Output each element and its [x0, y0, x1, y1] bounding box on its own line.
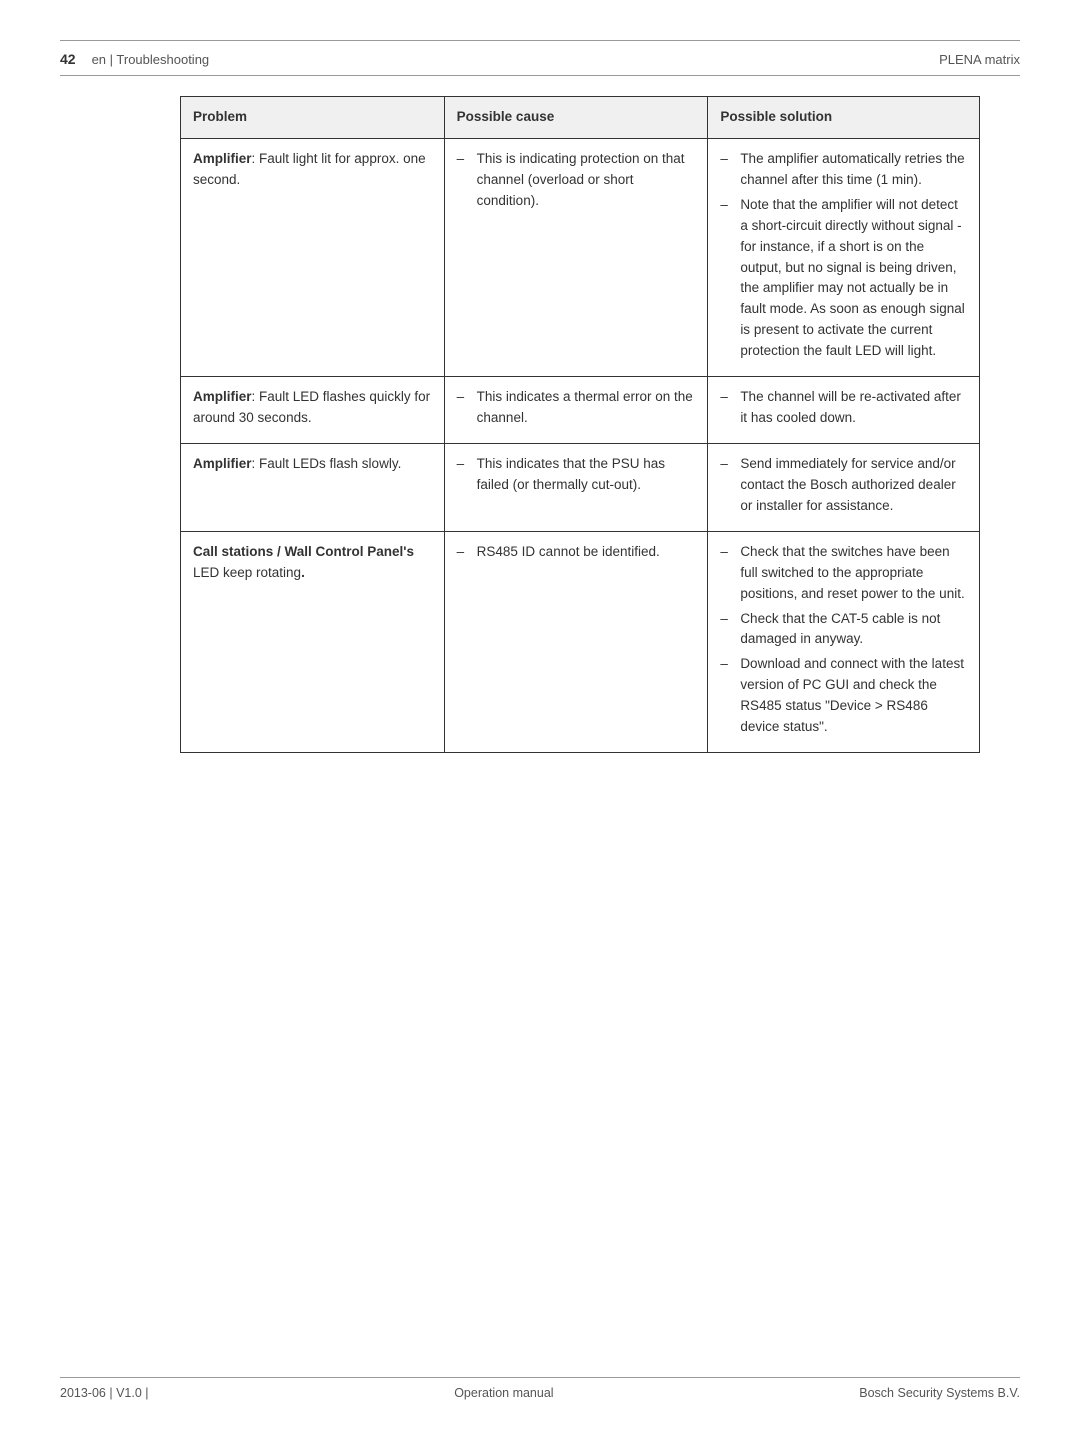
- problem-label: Call stations / Wall Control Panel's: [193, 544, 414, 559]
- troubleshooting-table-wrap: Problem Possible cause Possible solution…: [180, 96, 980, 753]
- problem-label: Amplifier: [193, 456, 252, 471]
- solution-list: Send immediately for service and/or cont…: [720, 454, 967, 517]
- table-row: Call stations / Wall Control Panel's LED…: [181, 531, 980, 752]
- page-header: 42 en | Troubleshooting PLENA matrix: [60, 51, 1020, 67]
- problem-text: LED keep rotating: [193, 565, 301, 580]
- top-rule: [60, 40, 1020, 41]
- cause-list: RS485 ID cannot be identified.: [457, 542, 696, 563]
- table-row: Amplifier: Fault LED flashes quickly for…: [181, 377, 980, 444]
- col-cause: Possible cause: [444, 97, 708, 139]
- solution-list: The amplifier automatically retries the …: [720, 149, 967, 362]
- col-solution: Possible solution: [708, 97, 980, 139]
- breadcrumb: en | Troubleshooting: [92, 52, 210, 67]
- footer-right: Bosch Security Systems B.V.: [859, 1386, 1020, 1400]
- list-item: Check that the switches have been full s…: [720, 542, 967, 605]
- footer-left: 2013-06 | V1.0 |: [60, 1386, 149, 1400]
- problem-suffix: .: [301, 565, 305, 580]
- cause-cell: RS485 ID cannot be identified.: [444, 531, 708, 752]
- table-header-row: Problem Possible cause Possible solution: [181, 97, 980, 139]
- solution-cell: Send immediately for service and/or cont…: [708, 443, 980, 531]
- cause-list: This indicates that the PSU has failed (…: [457, 454, 696, 496]
- table-row: Amplifier: Fault LEDs flash slowly. This…: [181, 443, 980, 531]
- problem-label: Amplifier: [193, 151, 252, 166]
- problem-cell: Amplifier: Fault LEDs flash slowly.: [181, 443, 445, 531]
- table-row: Amplifier: Fault light lit for approx. o…: [181, 138, 980, 376]
- footer-rule: [60, 1377, 1020, 1378]
- list-item: Download and connect with the latest ver…: [720, 654, 967, 738]
- list-item: This indicates a thermal error on the ch…: [457, 387, 696, 429]
- problem-text: : Fault LEDs flash slowly.: [252, 456, 402, 471]
- solution-list: Check that the switches have been full s…: [720, 542, 967, 738]
- troubleshooting-table: Problem Possible cause Possible solution…: [180, 96, 980, 753]
- header-rule: [60, 75, 1020, 76]
- cause-cell: This indicates a thermal error on the ch…: [444, 377, 708, 444]
- list-item: The channel will be re-activated after i…: [720, 387, 967, 429]
- problem-label: Amplifier: [193, 389, 252, 404]
- page-number: 42: [60, 51, 76, 67]
- solution-cell: Check that the switches have been full s…: [708, 531, 980, 752]
- col-problem: Problem: [181, 97, 445, 139]
- footer-center: Operation manual: [454, 1386, 553, 1400]
- problem-cell: Amplifier: Fault LED flashes quickly for…: [181, 377, 445, 444]
- solution-cell: The amplifier automatically retries the …: [708, 138, 980, 376]
- cause-list: This indicates a thermal error on the ch…: [457, 387, 696, 429]
- product-name: PLENA matrix: [939, 52, 1020, 67]
- problem-cell: Amplifier: Fault light lit for approx. o…: [181, 138, 445, 376]
- list-item: Send immediately for service and/or cont…: [720, 454, 967, 517]
- cause-cell: This indicates that the PSU has failed (…: [444, 443, 708, 531]
- list-item: This is indicating protection on that ch…: [457, 149, 696, 212]
- list-item: This indicates that the PSU has failed (…: [457, 454, 696, 496]
- solution-list: The channel will be re-activated after i…: [720, 387, 967, 429]
- cause-cell: This is indicating protection on that ch…: [444, 138, 708, 376]
- problem-cell: Call stations / Wall Control Panel's LED…: [181, 531, 445, 752]
- cause-list: This is indicating protection on that ch…: [457, 149, 696, 212]
- list-item: The amplifier automatically retries the …: [720, 149, 967, 191]
- page-footer: 2013-06 | V1.0 | Operation manual Bosch …: [60, 1377, 1020, 1400]
- list-item: RS485 ID cannot be identified.: [457, 542, 696, 563]
- solution-cell: The channel will be re-activated after i…: [708, 377, 980, 444]
- list-item: Check that the CAT-5 cable is not damage…: [720, 609, 967, 651]
- list-item: Note that the amplifier will not detect …: [720, 195, 967, 362]
